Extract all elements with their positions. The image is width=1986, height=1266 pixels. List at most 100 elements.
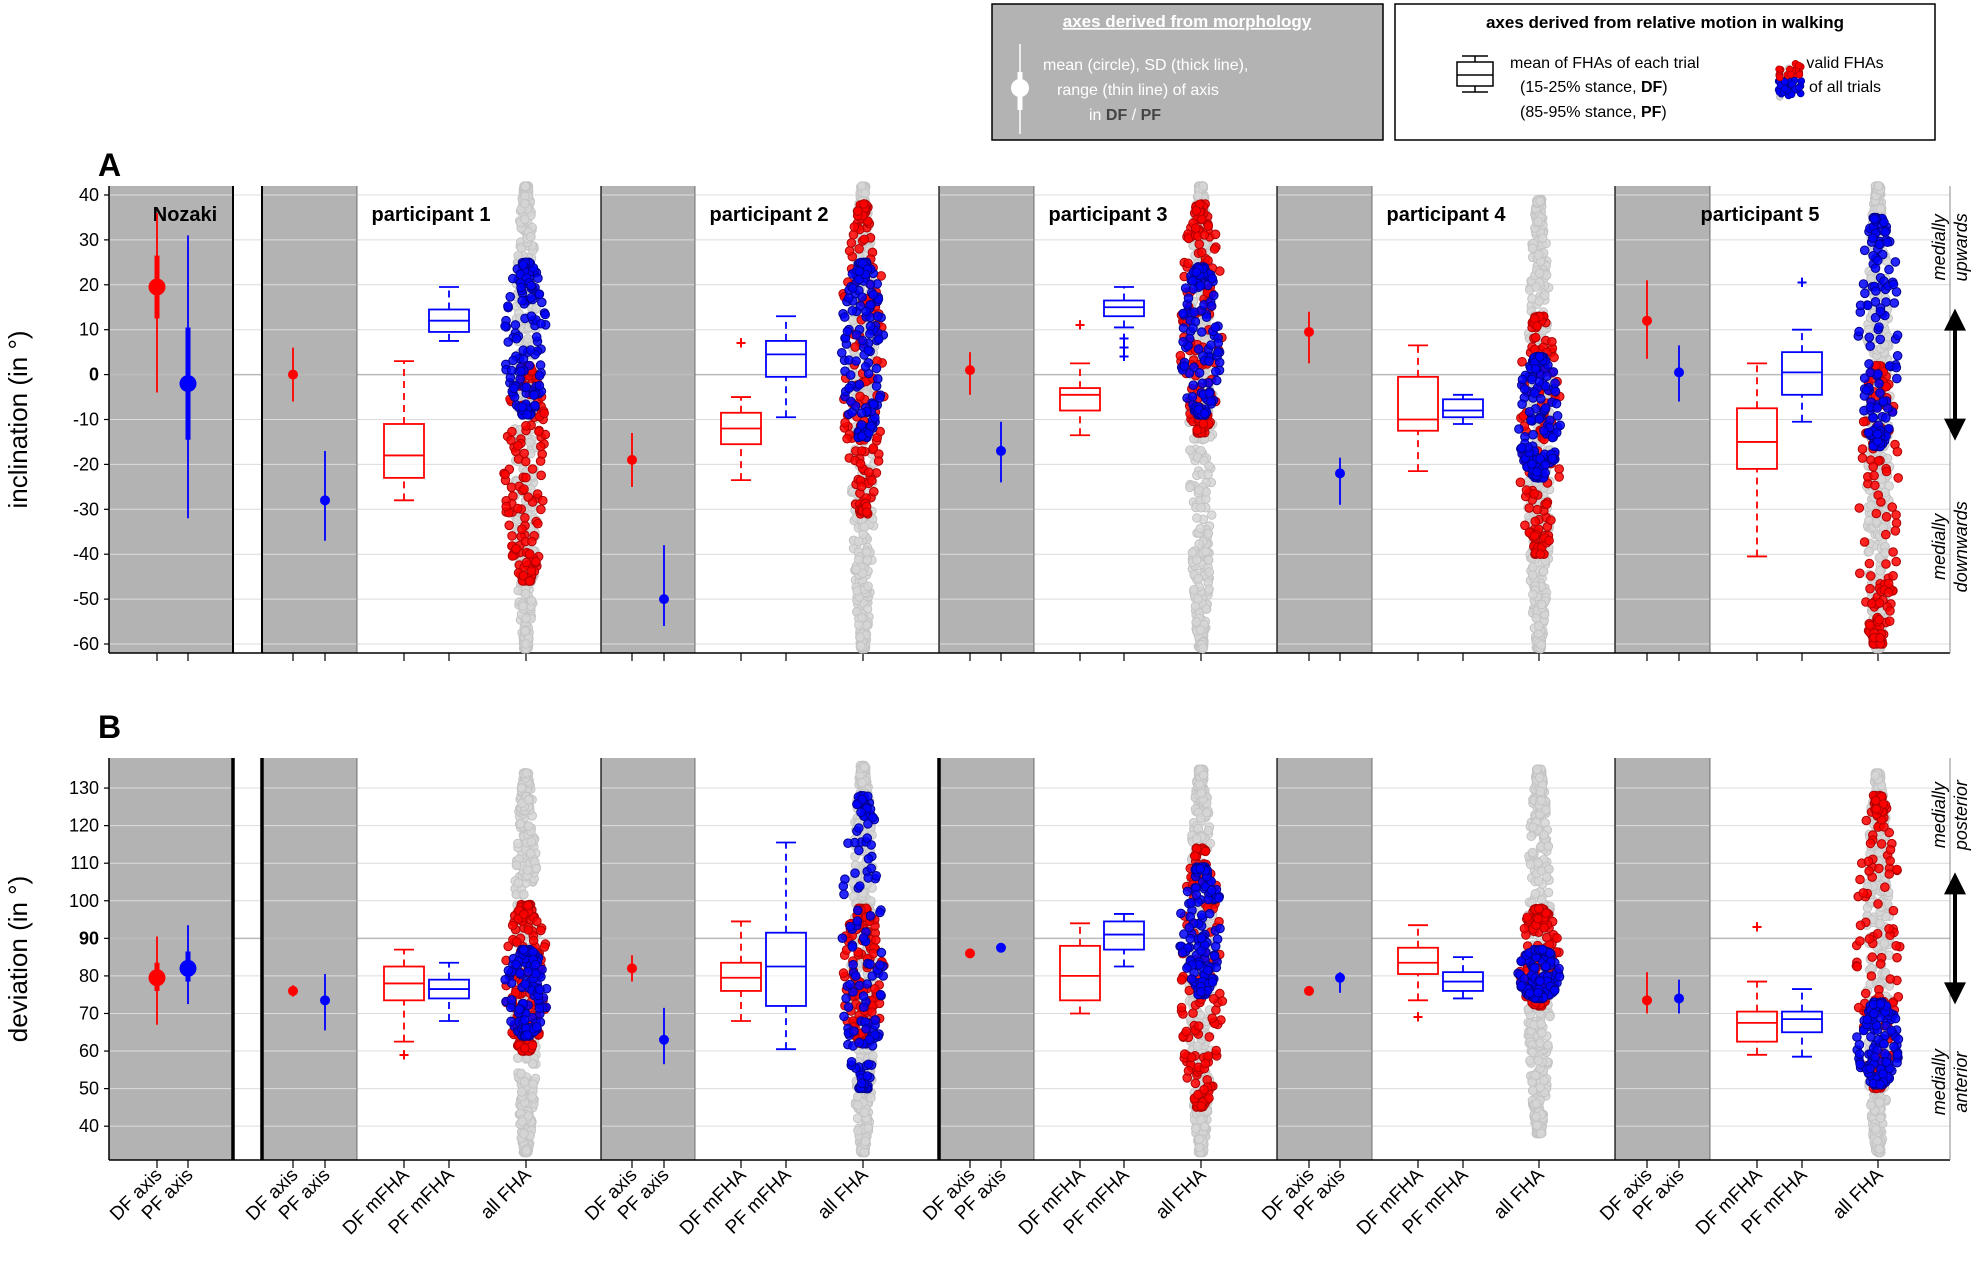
all-fha-df-point [521, 557, 532, 568]
y-tick-label: -10 [73, 410, 99, 430]
all-fha-pf-point [851, 356, 861, 366]
group-title: participant 2 [710, 204, 829, 226]
all-fha-pf-point [1875, 388, 1885, 398]
all-fha-pf-point [520, 979, 531, 990]
all-fha-df-point [1866, 571, 1876, 581]
all-fha-df-point [1885, 606, 1895, 616]
all-fha-pf-point [1874, 322, 1884, 332]
legend-morphology-box [991, 3, 1384, 141]
all-fha-df-point [1881, 466, 1892, 477]
all-fha-df-point [1881, 529, 1891, 540]
all-fha-pf-point [1882, 237, 1893, 247]
all-fha-pf-point [525, 345, 536, 355]
all-fha-gray-point [520, 589, 531, 599]
all-fha-pf-point [1855, 300, 1866, 311]
group-2: + [627, 181, 889, 654]
df-axis-marker-mean [148, 969, 166, 987]
all-fha-gray-point [853, 536, 864, 547]
all-fha-pf-point [1891, 362, 1902, 373]
df-mfha-boxplot [1736, 362, 1778, 558]
all-fha-gray-point [527, 1059, 538, 1069]
all-fha-pf-point [530, 959, 541, 970]
all-fha-pf-point [1539, 426, 1549, 436]
all-fha-df-point [1197, 247, 1207, 258]
all-fha-gray-point [519, 889, 529, 900]
all-fha-pf-point [860, 362, 871, 372]
legend-motion-line3-pre: (85-95% stance, [1520, 104, 1637, 121]
all-fha-pf-point [1551, 398, 1562, 409]
all-fha-gray-point [1528, 589, 1538, 600]
all-fha-df-point [523, 925, 534, 935]
all-fha-pf-point [508, 273, 518, 284]
gray-band [1615, 758, 1710, 1160]
all-fha-df-point [1865, 620, 1875, 631]
all-fha-gray-point [1192, 513, 1202, 523]
all-fha-gray-point [513, 251, 524, 261]
all-fha-pf-point [865, 279, 876, 290]
all-fha-gray-point [513, 878, 524, 888]
all-fha-gray-point [1528, 562, 1538, 572]
legend-pf: PF [1141, 107, 1162, 124]
y-tick-label: 20 [79, 275, 99, 295]
all-fha-df-point [1876, 497, 1886, 507]
all-fha-gray-point [1538, 566, 1549, 577]
df-mfha-boxplot-box [1059, 387, 1101, 412]
group-title: participant 3 [1049, 204, 1168, 226]
all-fha-pf-point [1207, 273, 1218, 284]
all-fha-pf-point [837, 348, 847, 358]
all-fha-gray-point [523, 794, 534, 805]
all-fha-gray-point [1533, 250, 1544, 260]
all-fha-pf-point [1865, 341, 1875, 352]
all-fha-gray-point [1536, 599, 1547, 610]
all-fha-pf-point [1542, 371, 1552, 382]
all-fha-gray-point [1535, 196, 1545, 206]
all-fha-pf-point [1193, 344, 1204, 354]
all-fha-gray-point [1531, 282, 1541, 292]
all-fha-pf-point [511, 959, 521, 970]
all-fha-df-point [528, 935, 539, 946]
legend-morphology-title: axes derived from morphology [1063, 12, 1312, 31]
legend-morphology-line3: in DF / PF [1089, 107, 1161, 124]
direction-label: upwards [1951, 213, 1971, 281]
all-fha-gray-point [1203, 555, 1214, 565]
df-mfha-boxplot-box [383, 423, 425, 479]
legend-motion: axes derived from relative motion in wal… [1394, 3, 1936, 141]
all-fha-gray-point [516, 1087, 527, 1097]
all-fha-pf-point [854, 266, 865, 277]
all-fha-pf-point [1540, 460, 1551, 470]
legend-cloud-point [1795, 84, 1803, 92]
legend-cloud-point [1781, 85, 1789, 93]
all-fha-df-point [1891, 518, 1902, 528]
all-fha-pf-point [1868, 412, 1879, 423]
all-fha-gray-point [531, 863, 542, 874]
df-mfha-boxplot: + [720, 333, 762, 482]
all-fha-pf-point [535, 360, 546, 370]
all-fha-df-point [1881, 512, 1892, 522]
all-fha-df-point [846, 238, 857, 248]
all-fha-df-point [506, 482, 517, 493]
all-fha-gray-point [863, 581, 873, 592]
all-fha-pf-point [1869, 214, 1880, 224]
y-tick-label: 70 [79, 1003, 99, 1023]
all-fha-pf-point [857, 292, 867, 302]
all-fha-pf-point [871, 363, 882, 374]
all-fha-df-point [513, 440, 523, 451]
all-fha-pf-point [1873, 255, 1883, 266]
all-fha-pf-point [1881, 413, 1891, 423]
legend-motion-line2-bold: DF [1641, 79, 1663, 96]
all-fha-pf-point [533, 273, 543, 284]
gray-band [109, 758, 233, 1160]
all-fha-pf-point [505, 292, 516, 302]
all-fha-gray-point [520, 214, 530, 225]
legend-motion-line3: (85-95% stance, PF) [1520, 104, 1667, 121]
all-fha-df-point [1854, 503, 1865, 513]
all-fha-pf-point [534, 370, 545, 381]
all-fha-pf-point [1864, 332, 1875, 343]
all-fha-pf-point [506, 995, 517, 1005]
all-fha-gray-point [1204, 584, 1214, 595]
pf-axis-marker-mean [320, 995, 330, 1006]
all-fha-pf-point [518, 260, 529, 270]
all-fha-gray-point [527, 1091, 537, 1102]
